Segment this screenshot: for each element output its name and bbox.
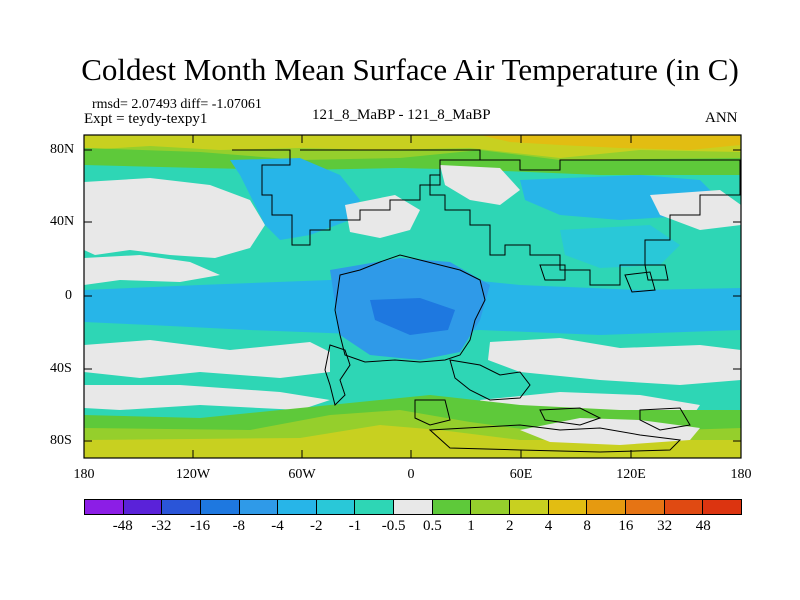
colorbar-swatch [200, 500, 240, 514]
island-1 [539, 264, 566, 281]
lat-label-40n: 40N [50, 214, 75, 229]
south-neutral [84, 340, 330, 378]
colorbar-label: -4 [271, 518, 284, 534]
lat-label-0: 0 [65, 288, 72, 303]
colorbar-label: -16 [190, 518, 211, 534]
colorbar-label: 2 [506, 518, 514, 534]
colorbar-swatch [278, 500, 317, 514]
colorbar-label: 8 [583, 518, 591, 534]
colorbar-swatch [355, 500, 395, 514]
colorbar-label: 16 [618, 518, 634, 534]
asia-south-cool [560, 225, 680, 268]
antarctic-coast-4 [639, 407, 691, 431]
colorbar-swatch [510, 500, 549, 514]
colorbar-swatch [162, 500, 201, 514]
case-label: 121_8_MaBP - 121_8_MaBP [312, 107, 491, 123]
europe-neutral [440, 165, 520, 205]
lon-label-60w: 60W [288, 467, 316, 482]
colorbar-label: -32 [151, 518, 172, 534]
coastlines [232, 149, 741, 453]
eurasia-coast [429, 159, 741, 286]
colorbar-label: 32 [657, 518, 673, 534]
colorbar-swatch [394, 500, 433, 514]
colorbar-swatch [664, 500, 704, 514]
colorbar [84, 499, 742, 515]
colorbar-swatch [85, 500, 124, 514]
colorbar-label: 48 [695, 518, 711, 534]
antarctic-yellow [84, 425, 741, 458]
africa-coast [334, 254, 486, 363]
stats-text: rmsd= 2.07493 diff= -1.07061 [92, 97, 262, 112]
antarctic-coast-3 [539, 407, 602, 426]
arctic-orange [480, 135, 740, 150]
south-america-tail [324, 344, 351, 406]
colorbar-label: -48 [112, 518, 133, 534]
antarctic-coast-1 [414, 399, 451, 426]
lon-label-180e: 180 [730, 467, 752, 482]
chart-title: Coldest Month Mean Surface Air Temperatu… [81, 52, 739, 87]
pacific-neutral [84, 255, 220, 285]
south-pacific-neutral [84, 385, 330, 410]
colorbar-swatch [548, 500, 588, 514]
experiment-label: Expt = teydy-texpy1 [84, 111, 208, 127]
antarctic-coast-2 [428, 424, 682, 453]
lon-label-0: 0 [407, 467, 415, 482]
colorbar-label: -8 [232, 518, 246, 534]
indian-neutral [488, 338, 741, 385]
colorbar-label: -2 [309, 518, 323, 534]
lat-label-80n: 80N [50, 142, 75, 157]
lat-label-80s: 80S [50, 433, 72, 448]
south-africa-coast [449, 359, 531, 401]
temperature-field [84, 135, 741, 458]
lon-label-60e: 60E [509, 467, 533, 482]
na-neutral [84, 178, 265, 258]
colorbar-label: 1 [467, 518, 475, 534]
atlantic-neutral [345, 195, 420, 238]
season-label: ANN [705, 110, 738, 126]
north-america-coast [232, 149, 481, 246]
lat-label-40s: 40S [50, 361, 72, 376]
island-2 [624, 271, 656, 293]
colorbar-label: 0.5 [422, 518, 442, 534]
lon-label-180w: 180 [73, 467, 95, 482]
colorbar-swatch [239, 500, 279, 514]
asia-neutral [650, 190, 741, 230]
colorbar-swatch [316, 500, 356, 514]
colorbar-swatch [703, 500, 741, 514]
colorbar-swatch [432, 500, 472, 514]
colorbar-label: 4 [544, 518, 553, 534]
amazon-cold [370, 298, 455, 335]
colorbar-swatch [123, 500, 163, 514]
colorbar-swatch [625, 500, 665, 514]
colorbar-label: -0.5 [381, 518, 406, 534]
colorbar-label: -1 [348, 518, 362, 534]
lon-label-120e: 120E [616, 467, 646, 482]
antarctic-neutral [520, 418, 700, 445]
colorbar-swatch [471, 500, 511, 514]
island-3 [644, 264, 669, 281]
lon-label-120w: 120W [175, 467, 211, 482]
tick-marks [84, 135, 741, 458]
colorbar-swatch [587, 500, 626, 514]
